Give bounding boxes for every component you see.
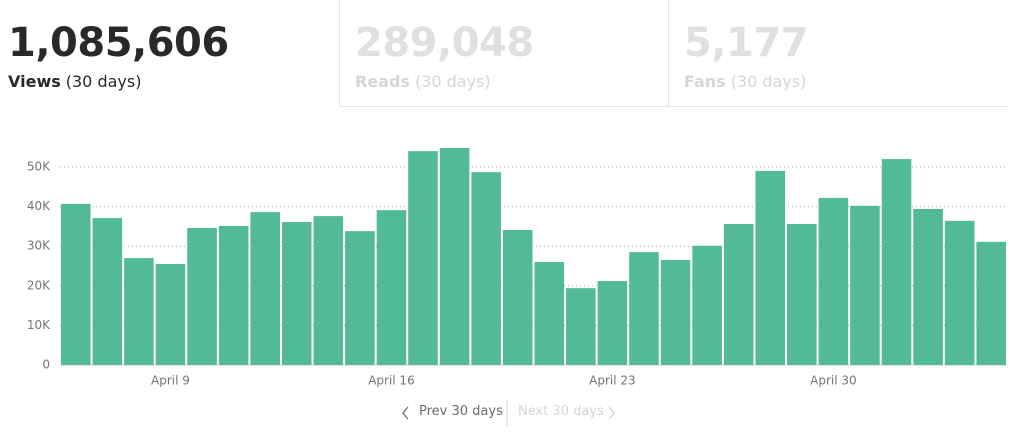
bar [439,147,470,365]
bar [313,216,344,365]
bar [944,220,975,365]
tab-period: (30 days) [414,72,491,91]
x-tick-label: April 9 [151,374,190,388]
bar [376,210,407,365]
bar [92,218,123,365]
bar [755,170,786,365]
bar [155,264,186,365]
bar [250,212,280,365]
bar [187,227,217,365]
y-tick-label: 30K [27,239,51,253]
next-chevron [608,406,615,420]
bar [502,229,533,365]
y-tick-label: 10K [27,318,51,332]
bar [818,197,849,365]
bar [850,205,880,365]
x-tick-label: April 23 [589,374,636,388]
bar [124,258,154,365]
tab-period: (30 days) [730,72,807,91]
tab-label: Views (30 days) [8,72,141,91]
tab-title: Reads [355,72,410,91]
reads-tab[interactable]: 289,048 Reads (30 days) [339,0,669,107]
bar [534,262,565,365]
y-tick-label: 50K [27,160,51,174]
bar [597,281,628,365]
fans-tab[interactable]: 5,177 Fans (30 days) [668,0,1008,107]
tab-value: 5,177 [684,20,809,66]
x-tick-label: April 16 [368,374,415,388]
bar [61,203,91,365]
tab-title: Fans [684,72,726,91]
bar [345,231,375,365]
tab-period: (30 days) [65,72,142,91]
y-tick-label: 0 [42,358,50,372]
tab-label: Reads (30 days) [355,72,491,91]
bar [281,222,312,365]
y-tick-label: 40K [27,199,51,213]
x-tick-label: April 30 [810,374,857,388]
bar [723,224,754,365]
prev-button[interactable]: Prev 30 days [419,404,503,419]
bar [787,224,817,365]
tab-title: Views [8,72,61,91]
bar [629,252,659,365]
next-button[interactable]: Next 30 days [518,404,604,419]
y-tick-label: 20K [27,278,51,292]
bar [976,241,1006,365]
bar [913,208,943,365]
bar [218,226,249,365]
tab-value: 289,048 [355,20,534,66]
bar [408,151,438,365]
bar [692,245,722,365]
bar [881,159,912,365]
prev-chevron [402,406,409,420]
bar [471,172,501,365]
views-tab[interactable]: 1,085,606 Views (30 days) [0,0,339,107]
bar [566,288,596,365]
tab-value: 1,085,606 [8,20,229,66]
tab-label: Fans (30 days) [684,72,806,91]
bar [660,260,691,365]
